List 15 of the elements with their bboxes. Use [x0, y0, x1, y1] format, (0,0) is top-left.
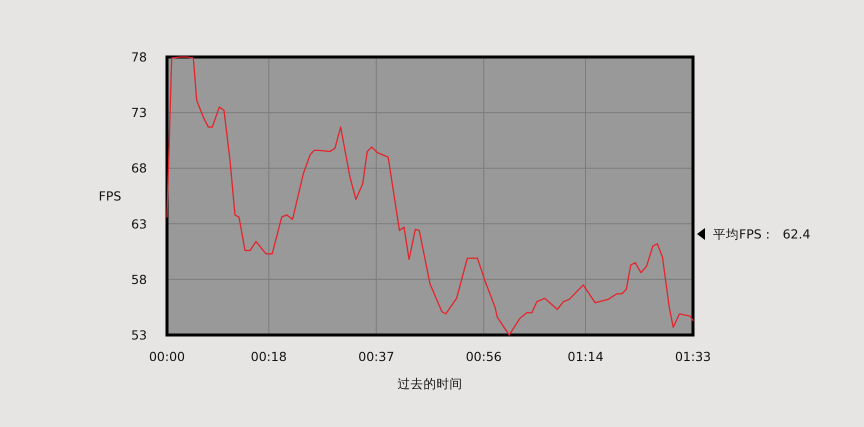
xlabel: 过去的时间 — [398, 376, 462, 391]
xtick: 00:56 — [466, 349, 502, 364]
annotation: 平均FPS： 62.4 — [713, 226, 810, 242]
ytick: 53 — [131, 328, 147, 342]
xtick: 00:18 — [250, 349, 287, 364]
ytick: 78 — [131, 50, 147, 64]
xtick: 00:00 — [148, 349, 186, 364]
xtick: 01:14 — [568, 349, 604, 364]
xtick: 01:33 — [674, 349, 712, 364]
ytick: 58 — [131, 272, 147, 287]
ylabel: FPS — [98, 188, 122, 204]
xtick: 00:37 — [358, 349, 394, 364]
ytick: 63 — [131, 216, 147, 232]
ytick: 68 — [131, 160, 147, 176]
ytick: 73 — [131, 105, 147, 120]
